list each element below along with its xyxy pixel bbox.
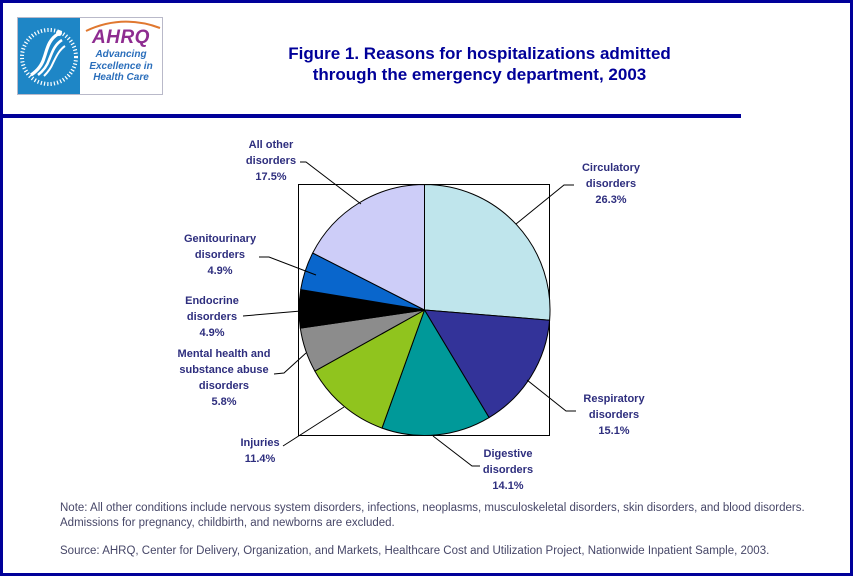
pie-chart: [242, 161, 576, 467]
pie-slice-injuries: [314, 309, 425, 429]
leader-line-digestive-disorders: [432, 435, 480, 467]
leader-line-genitourinary-disorders: [259, 256, 317, 276]
header-divider-rule: [3, 114, 741, 118]
ahrq-hhs-logo: AHRQ Advancing Excellence in Health Care: [17, 17, 163, 95]
tagline-line3: Health Care: [93, 72, 149, 83]
hhs-emblem: [18, 18, 80, 94]
pie-slice-digestive-disorders: [381, 309, 490, 436]
note-text: Note: All other conditions include nervo…: [60, 502, 805, 529]
leader-line-endocrine-disorders: [242, 310, 302, 317]
leader-line-all-other-disorders: [300, 161, 362, 205]
leader-line-injuries: [282, 406, 345, 447]
leader-line-mental-health-and-substance-abuse-disorders: [273, 352, 307, 375]
ahrq-wordmark-panel: AHRQ Advancing Excellence in Health Care: [80, 18, 162, 94]
ahrq-arc-icon: [85, 20, 161, 32]
pie-slice-circulatory-disorders: [424, 184, 551, 321]
figure-title-line2: through the emergency department, 2003: [312, 65, 647, 84]
hhs-eagle-icon: [20, 28, 78, 86]
ahrq-wordmark: AHRQ: [92, 27, 150, 48]
tagline-line1: Advancing: [95, 49, 147, 60]
tagline-line2: Excellence in: [89, 60, 153, 72]
leader-line-respiratory-disorders: [526, 379, 576, 412]
pie-slice-respiratory-disorders: [424, 309, 551, 419]
figure-title: Figure 1. Reasons for hospitalizations a…: [203, 43, 756, 85]
leader-line-circulatory-disorders: [515, 184, 574, 225]
source-text: Source: AHRQ, Center for Delivery, Organ…: [60, 545, 770, 557]
ahrq-tagline: Advancing Excellence in Health Care: [80, 49, 162, 84]
figure-title-line1: Figure 1. Reasons for hospitalizations a…: [288, 44, 671, 63]
